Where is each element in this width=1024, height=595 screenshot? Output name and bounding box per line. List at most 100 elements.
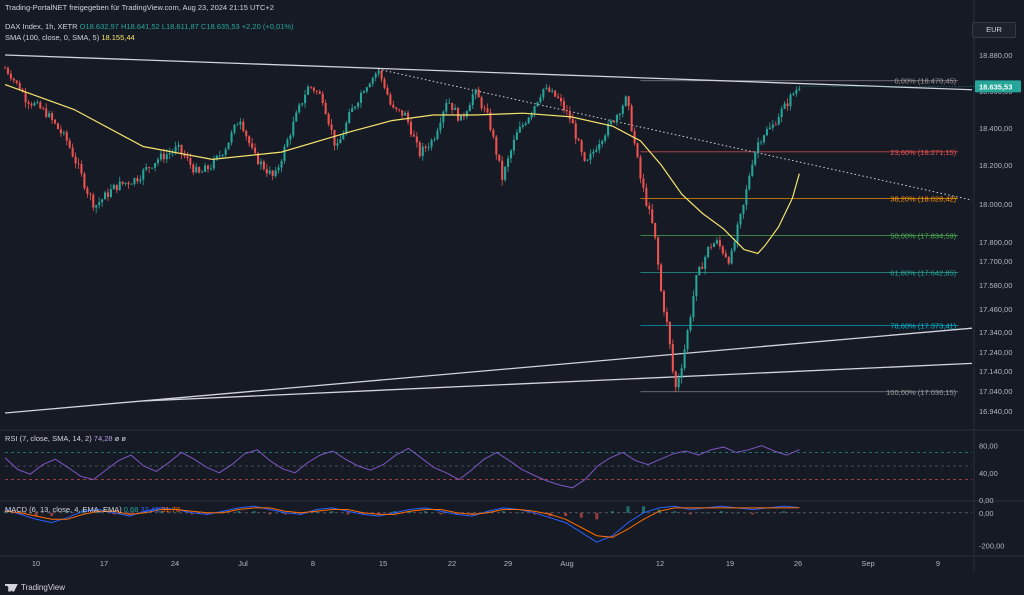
macd-legend-label[interactable]: MACD (6, 13, close, 4, EMA, EMA)	[5, 505, 122, 514]
candle-body	[251, 143, 254, 148]
candle-body	[62, 132, 65, 134]
symbol-name[interactable]: DAX Index, 1h, XETR	[5, 22, 78, 31]
macd-histogram-bar	[377, 512, 381, 515]
macd-histogram-bar	[455, 512, 459, 515]
candle-body	[636, 143, 639, 158]
candle-body	[486, 108, 489, 113]
macd-histogram-value: 0,68	[123, 505, 139, 514]
candle-body	[315, 90, 318, 92]
ohlc-low: L18.611,87	[161, 22, 199, 31]
candle-body	[65, 132, 68, 141]
candle-body	[159, 153, 162, 160]
candle-body	[71, 147, 74, 157]
candle-body	[127, 182, 130, 185]
candle-body	[521, 124, 524, 127]
currency-button[interactable]: EUR	[972, 22, 1016, 38]
tradingview-logo[interactable]: TradingView	[5, 583, 65, 592]
candle-body	[724, 253, 727, 258]
candle-body	[392, 104, 395, 108]
macd-histogram-bar	[3, 511, 7, 513]
candle-body	[24, 91, 27, 103]
candle-body	[498, 154, 501, 161]
price-axis[interactable]: 18.880,0018.600,0018.400,0018.200,0018.0…	[799, 51, 1021, 416]
candle-body	[354, 106, 357, 109]
candle-body	[407, 112, 410, 122]
candle-body	[89, 193, 92, 195]
candle-body	[98, 202, 101, 206]
sma-line	[4, 84, 800, 255]
candle-body	[648, 205, 651, 210]
candle-body	[36, 102, 39, 104]
candle-body	[177, 144, 180, 147]
candle-body	[557, 96, 560, 98]
candle-body	[774, 124, 777, 126]
candle-body	[471, 94, 474, 106]
candle-body	[577, 138, 580, 141]
candle-body	[256, 153, 260, 165]
price-tick-label: 18.000,00	[979, 200, 1012, 209]
candle-body	[115, 184, 118, 191]
candle-body	[660, 264, 663, 292]
trendline-downtrend-dotted	[377, 68, 973, 201]
candle-body	[327, 114, 330, 125]
macd-signal-value: 31,78	[161, 505, 181, 514]
candle-body	[301, 103, 304, 105]
candle-body	[262, 161, 265, 169]
candle-body	[204, 165, 207, 172]
candle-body	[733, 242, 736, 251]
candle-body	[245, 130, 248, 137]
macd-histogram-bar	[517, 512, 521, 514]
candle-body	[145, 167, 148, 170]
candle-body	[83, 173, 86, 189]
candle-body	[56, 123, 59, 130]
candle-body	[445, 103, 448, 112]
candle-body	[183, 153, 186, 157]
candle-body	[627, 96, 630, 106]
sma-legend-label[interactable]: SMA (100, close, 0, SMA, 5)	[5, 33, 100, 42]
candle-body	[380, 70, 383, 80]
candle-body	[568, 111, 571, 120]
candle-body	[630, 105, 633, 132]
candle-body	[103, 192, 107, 200]
candle-body	[254, 147, 257, 154]
macd-histogram-bar	[237, 511, 241, 513]
candle-body	[551, 90, 554, 92]
candle-body	[27, 102, 30, 104]
macd-histogram-bar	[174, 512, 178, 514]
candle-body	[92, 194, 95, 208]
fib-level-label: 23,60% (18.271,15)	[890, 148, 956, 157]
candle-body	[710, 246, 713, 248]
macd-histogram-bar	[299, 512, 303, 515]
sma-legend[interactable]: SMA (100, close, 0, SMA, 5) 18.155,44	[5, 33, 135, 42]
macd-histogram-bar	[719, 511, 723, 513]
candle-body	[59, 129, 62, 134]
rsi-legend-label[interactable]: RSI (7, close, SMA, 14, 2)	[5, 434, 92, 443]
macd-histogram-bar	[501, 511, 505, 513]
candle-body	[760, 142, 763, 144]
trendline-lower-support-1	[4, 327, 973, 414]
candle-body	[615, 114, 618, 123]
sma-series	[4, 84, 800, 255]
candle-body	[662, 291, 666, 312]
candle-body	[151, 167, 154, 169]
time-axis[interactable]: 10 17 24 Jul 8 15 22 29 Aug 12 19 26 Sep 9	[32, 559, 940, 568]
candle-body	[680, 368, 683, 379]
candle-body	[362, 91, 365, 93]
candle-body	[798, 88, 801, 90]
time-tick-label: 29	[504, 559, 512, 568]
candle-body	[221, 154, 224, 156]
fib-level-label: 38,20% (18.028,42)	[890, 194, 956, 203]
symbol-legend[interactable]: DAX Index, 1h, XETR O18.632,97 H18.641,5…	[5, 22, 294, 31]
rsi-legend[interactable]: RSI (7, close, SMA, 14, 2) 74,28 ø ø	[5, 434, 126, 443]
macd-pane: 0,00 -200,00	[3, 505, 1004, 550]
candle-body	[421, 146, 424, 156]
candle-body	[212, 159, 215, 169]
ohlc-close: C18.635,53	[200, 22, 240, 31]
price-tick-label: 18.880,00	[979, 51, 1012, 60]
candle-body	[106, 192, 109, 197]
candle-body	[77, 163, 80, 165]
macd-legend[interactable]: MACD (6, 13, close, 4, EMA, EMA) 0,68 32…	[5, 505, 180, 514]
time-tick-label: 17	[100, 559, 108, 568]
candle-body	[448, 102, 451, 104]
candle-body	[189, 158, 192, 165]
